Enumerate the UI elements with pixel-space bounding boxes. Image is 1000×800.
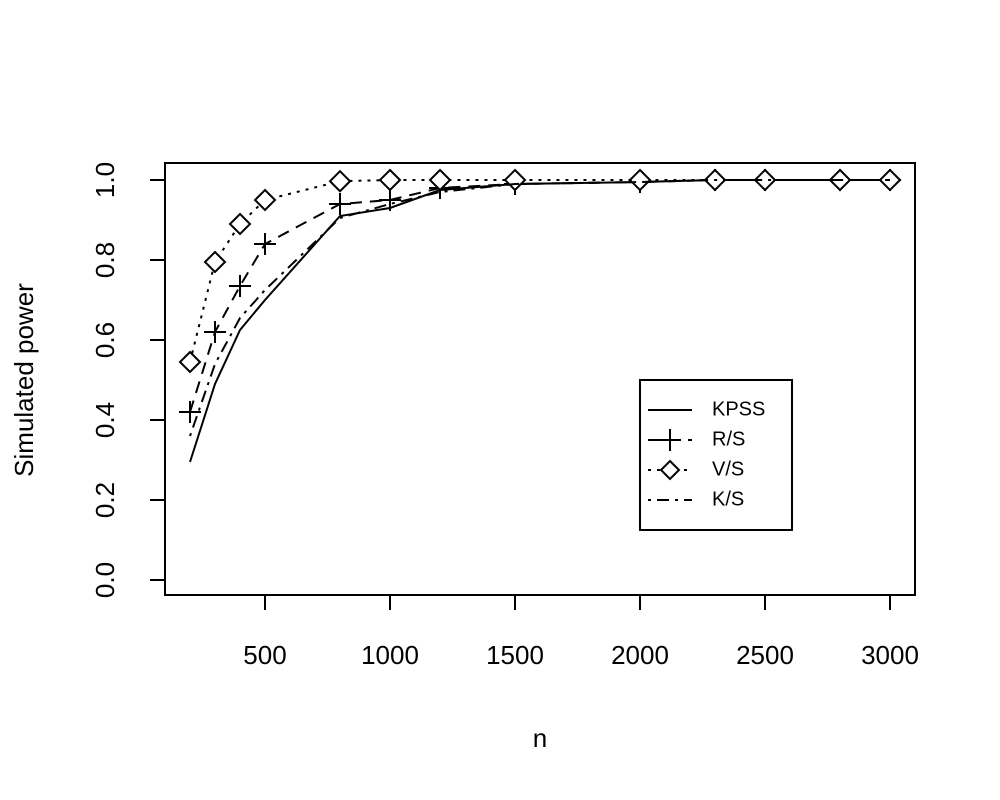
legend-marker	[659, 459, 681, 481]
legend-label: R/S	[712, 428, 745, 450]
point	[428, 168, 452, 192]
point	[179, 401, 201, 423]
point	[204, 321, 226, 343]
point	[378, 168, 402, 192]
point	[379, 189, 401, 211]
y-axis-label: Simulated power	[9, 283, 39, 477]
point	[628, 168, 652, 192]
point	[328, 169, 352, 193]
y-tick-label: 0.8	[90, 242, 120, 278]
point	[229, 275, 251, 297]
y-tick-label: 1.0	[90, 162, 120, 198]
x-tick-label: 1500	[486, 640, 544, 670]
x-tick-label: 2500	[736, 640, 794, 670]
legend-label: KPSS	[712, 398, 765, 420]
point	[329, 193, 351, 215]
series-line	[189, 179, 890, 437]
y-tick-label: 0.2	[90, 482, 120, 518]
legend-label: K/S	[712, 488, 744, 510]
point	[228, 212, 252, 236]
x-tick-label: 2000	[611, 640, 669, 670]
point	[503, 168, 527, 192]
legend-label: V/S	[712, 458, 744, 480]
series-line	[189, 179, 890, 363]
x-axis-label: n	[533, 723, 547, 753]
point	[254, 233, 276, 255]
point	[753, 168, 777, 192]
plot-frame	[164, 162, 916, 596]
x-tick-label: 3000	[861, 640, 919, 670]
point	[253, 188, 277, 212]
y-tick-label: 0.6	[90, 322, 120, 358]
x-tick-label: 1000	[361, 640, 419, 670]
y-tick-label: 0.0	[90, 562, 120, 598]
y-tick-label: 0.4	[90, 402, 120, 438]
legend-box	[639, 379, 793, 531]
point	[178, 350, 202, 374]
legend-marker	[659, 429, 681, 451]
x-tick-label: 500	[243, 640, 286, 670]
series-line	[189, 179, 890, 413]
point	[203, 250, 227, 274]
